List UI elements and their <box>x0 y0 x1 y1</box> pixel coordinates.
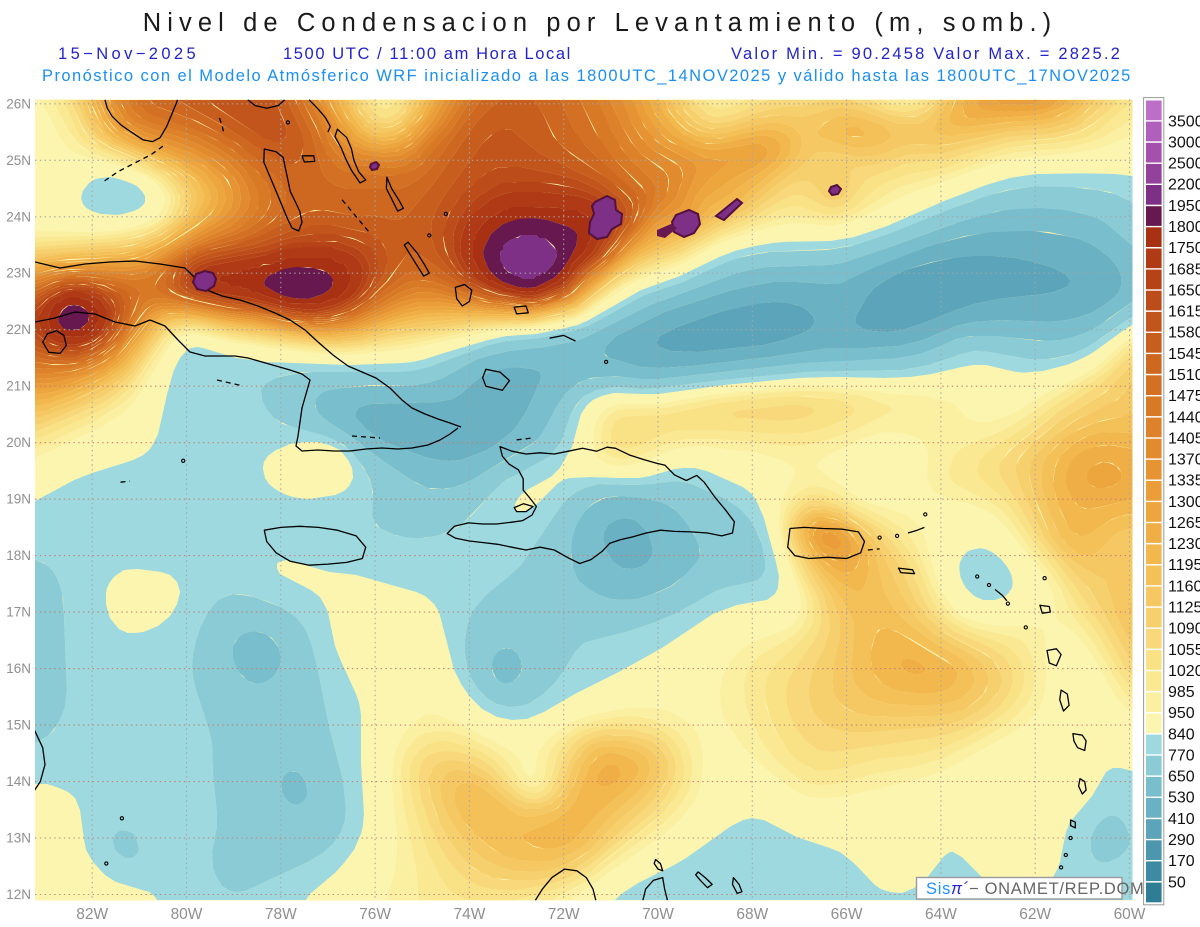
svg-text:1370: 1370 <box>1168 452 1200 469</box>
svg-text:66W: 66W <box>831 906 863 923</box>
svg-text:64W: 64W <box>925 906 957 923</box>
svg-text:68W: 68W <box>736 906 768 923</box>
svg-text:1580: 1580 <box>1168 325 1200 342</box>
svg-text:62W: 62W <box>1019 906 1051 923</box>
svg-text:1335: 1335 <box>1168 473 1200 490</box>
svg-text:3000: 3000 <box>1168 135 1200 152</box>
svg-text:80W: 80W <box>171 906 203 923</box>
svg-text:840: 840 <box>1168 726 1195 743</box>
svg-text:21N: 21N <box>6 379 31 394</box>
svg-text:2500: 2500 <box>1168 156 1200 173</box>
svg-text:1300: 1300 <box>1168 494 1200 511</box>
svg-text:60W: 60W <box>1114 906 1146 923</box>
svg-text:650: 650 <box>1168 769 1195 786</box>
svg-text:15−Nov−2025: 15−Nov−2025 <box>58 45 199 63</box>
svg-text:1650: 1650 <box>1168 282 1200 299</box>
svg-text:290: 290 <box>1168 832 1195 849</box>
svg-text:985: 985 <box>1168 684 1195 701</box>
svg-text:15N: 15N <box>6 718 31 733</box>
svg-text:410: 410 <box>1168 811 1195 828</box>
svg-text:12N: 12N <box>6 887 31 902</box>
svg-text:23N: 23N <box>6 266 31 281</box>
svg-text:1020: 1020 <box>1168 663 1200 680</box>
svg-text:70W: 70W <box>642 906 674 923</box>
svg-text:170: 170 <box>1168 853 1195 870</box>
svg-text:1615: 1615 <box>1168 304 1200 321</box>
svg-text:1685: 1685 <box>1168 261 1200 278</box>
svg-text:25N: 25N <box>6 153 31 168</box>
svg-text:770: 770 <box>1168 747 1195 764</box>
svg-text:1440: 1440 <box>1168 409 1200 426</box>
svg-text:Valor Min. = 90.2458 Valor Ma: Valor Min. = 90.2458 Valor Max. = 2825.2 <box>731 45 1122 63</box>
svg-text:17N: 17N <box>6 605 31 620</box>
svg-text:1055: 1055 <box>1168 642 1200 659</box>
svg-text:1265: 1265 <box>1168 515 1200 532</box>
svg-text:1475: 1475 <box>1168 388 1200 405</box>
svg-text:50: 50 <box>1168 874 1186 891</box>
svg-text:Sisπ´− ONAMET/REP.DOM.: Sisπ´− ONAMET/REP.DOM. <box>926 880 1150 898</box>
svg-text:Pronóstico con el Modelo Atmós: Pronóstico con el Modelo Atmósferico WRF… <box>42 67 1132 85</box>
svg-text:16N: 16N <box>6 661 31 676</box>
svg-text:1510: 1510 <box>1168 367 1200 384</box>
svg-text:3500: 3500 <box>1168 113 1200 130</box>
svg-text:Nivel de Condensacion por Leva: Nivel de Condensacion por Levantamiento … <box>143 9 1057 37</box>
svg-text:22N: 22N <box>6 322 31 337</box>
svg-text:1230: 1230 <box>1168 536 1200 553</box>
svg-text:1195: 1195 <box>1168 557 1200 574</box>
svg-text:74W: 74W <box>453 906 485 923</box>
svg-text:1160: 1160 <box>1168 578 1200 595</box>
svg-text:82W: 82W <box>76 906 108 923</box>
svg-text:530: 530 <box>1168 790 1195 807</box>
svg-text:72W: 72W <box>548 906 580 923</box>
svg-text:1800: 1800 <box>1168 219 1200 236</box>
svg-text:1500 UTC / 11:00 am Hora Local: 1500 UTC / 11:00 am Hora Local <box>283 45 572 63</box>
svg-text:78W: 78W <box>265 906 297 923</box>
svg-text:950: 950 <box>1168 705 1195 722</box>
svg-text:26N: 26N <box>6 96 31 111</box>
svg-text:1125: 1125 <box>1168 600 1200 617</box>
svg-text:1545: 1545 <box>1168 346 1200 363</box>
svg-text:1950: 1950 <box>1168 198 1200 215</box>
svg-text:76W: 76W <box>359 906 391 923</box>
svg-text:1750: 1750 <box>1168 240 1200 257</box>
svg-text:18N: 18N <box>6 548 31 563</box>
svg-text:14N: 14N <box>6 774 31 789</box>
svg-text:13N: 13N <box>6 831 31 846</box>
svg-text:19N: 19N <box>6 492 31 507</box>
svg-text:2200: 2200 <box>1168 177 1200 194</box>
svg-text:1090: 1090 <box>1168 621 1200 638</box>
svg-text:24N: 24N <box>6 209 31 224</box>
svg-text:1405: 1405 <box>1168 430 1200 447</box>
svg-text:20N: 20N <box>6 435 31 450</box>
